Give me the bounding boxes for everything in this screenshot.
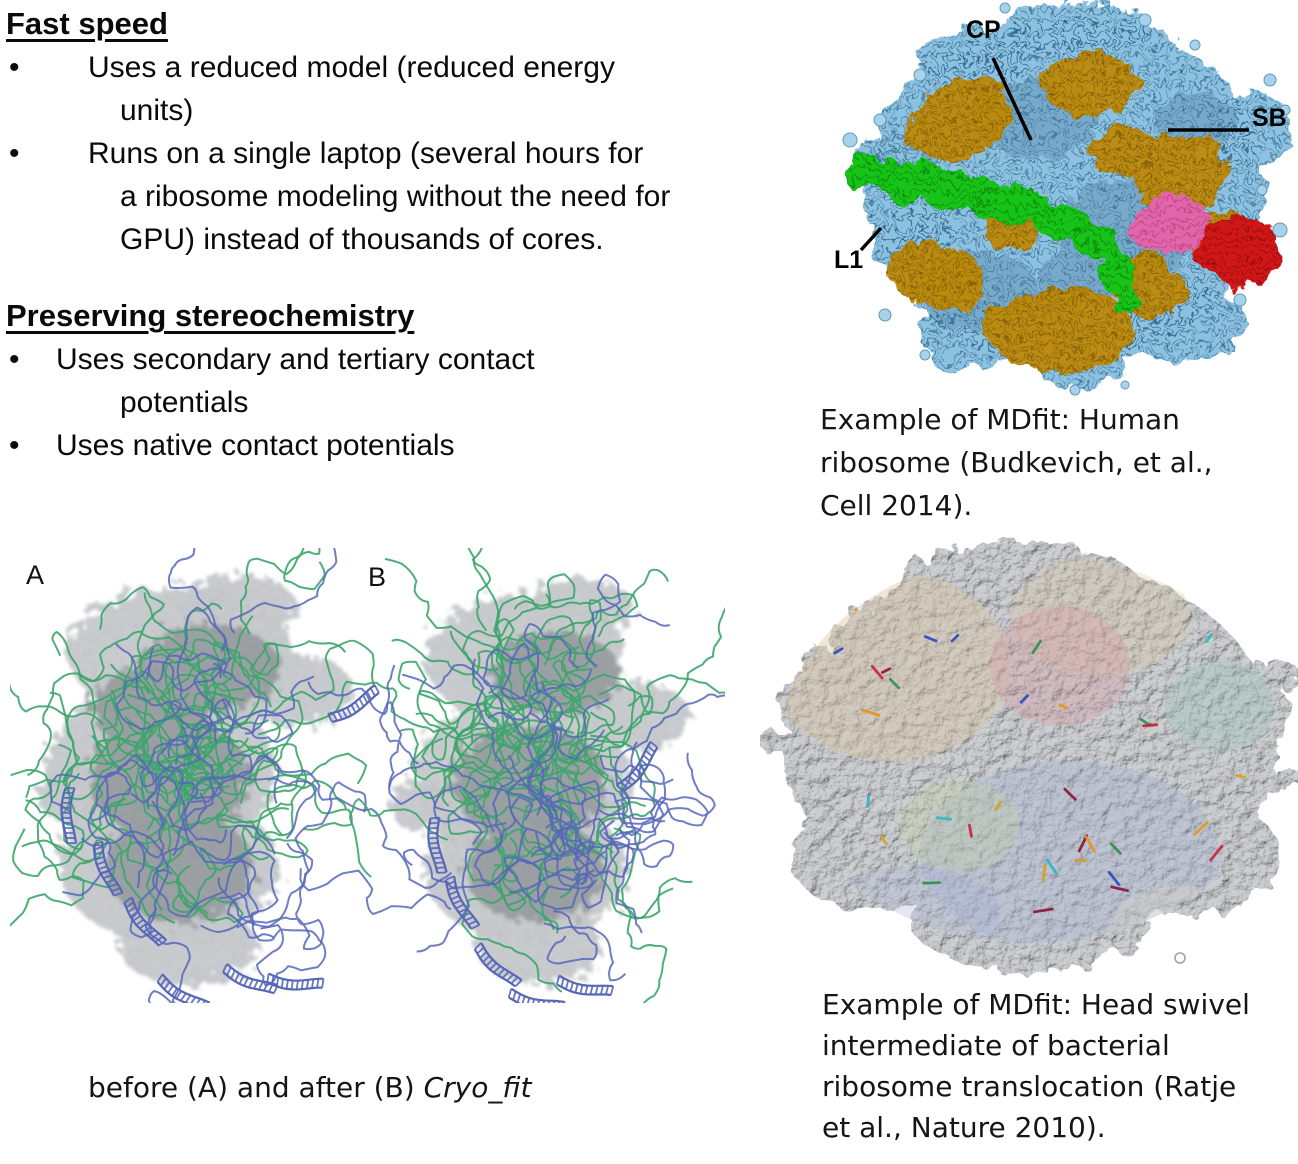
bullet-line: units): [120, 94, 194, 127]
caption-before-after-line2: (Kirmizialtin et al, Methods Enz. 2015).: [88, 1154, 748, 1164]
human-ribosome-figure: [825, 0, 1298, 396]
heading-preserving-stereochemistry: Preserving stereochemistry: [6, 298, 415, 333]
caption-human-ribosome: Example of MDfit: Human ribosome (Budkev…: [820, 403, 1213, 522]
bullet-line: Uses a reduced model (reduced energy: [0, 46, 800, 89]
panel-a-traces: [10, 548, 506, 1003]
bullet-item: Uses secondary and tertiary contact poten…: [0, 338, 800, 424]
human-ribosome-art: [841, 0, 1291, 396]
bullet-line: potentials: [120, 386, 249, 419]
caption-head-swivel: Example of MDfit: Head swivel intermedia…: [822, 988, 1250, 1144]
fast-speed-bullet-list: Uses a reduced model (reduced energy unit…: [0, 46, 800, 261]
before-after-art: [10, 548, 725, 1003]
caption-normal-text: before (A) and after (B): [88, 1071, 424, 1104]
density-sticks: [817, 585, 1247, 916]
cp-label: CP: [966, 16, 1001, 44]
caption-italic-cryofit: Cryo_fit: [423, 1071, 532, 1104]
bullet-item: Runs on a single laptop (several hours f…: [0, 132, 800, 261]
head-swivel-figure: [760, 526, 1298, 980]
callout-lines: [859, 57, 1249, 252]
bullet-item: Uses native contact potentials: [0, 424, 800, 467]
density-satellites: [842, 2, 1291, 396]
bullet-line: Uses secondary and tertiary contact: [0, 338, 800, 381]
bullet-line: GPU) instead of thousands of cores.: [120, 223, 604, 256]
heading-fast-speed: Fast speed: [6, 6, 168, 41]
stereochemistry-bullet-list: Uses secondary and tertiary contact poten…: [0, 338, 800, 467]
panel-a-label: A: [26, 560, 45, 590]
panel-b-label: B: [368, 562, 387, 592]
bullet-line: Uses native contact potentials: [0, 424, 800, 467]
l1-label: L1: [834, 246, 864, 274]
sb-label: SB: [1252, 104, 1287, 132]
bullet-line: Runs on a single laptop (several hours f…: [0, 132, 800, 175]
caption-before-after: before (A) and after (B) Cryo_fit (Kirmi…: [88, 1022, 748, 1164]
head-swivel-art: [760, 541, 1298, 971]
panel-b-traces: [349, 548, 725, 1003]
before-after-figure: [10, 548, 725, 1003]
caption-before-after-line1: before (A) and after (B) Cryo_fit: [88, 1066, 748, 1110]
bullet-item: Uses a reduced model (reduced energy unit…: [0, 46, 800, 132]
bullet-line: a ribosome modeling without the need for: [120, 180, 671, 213]
